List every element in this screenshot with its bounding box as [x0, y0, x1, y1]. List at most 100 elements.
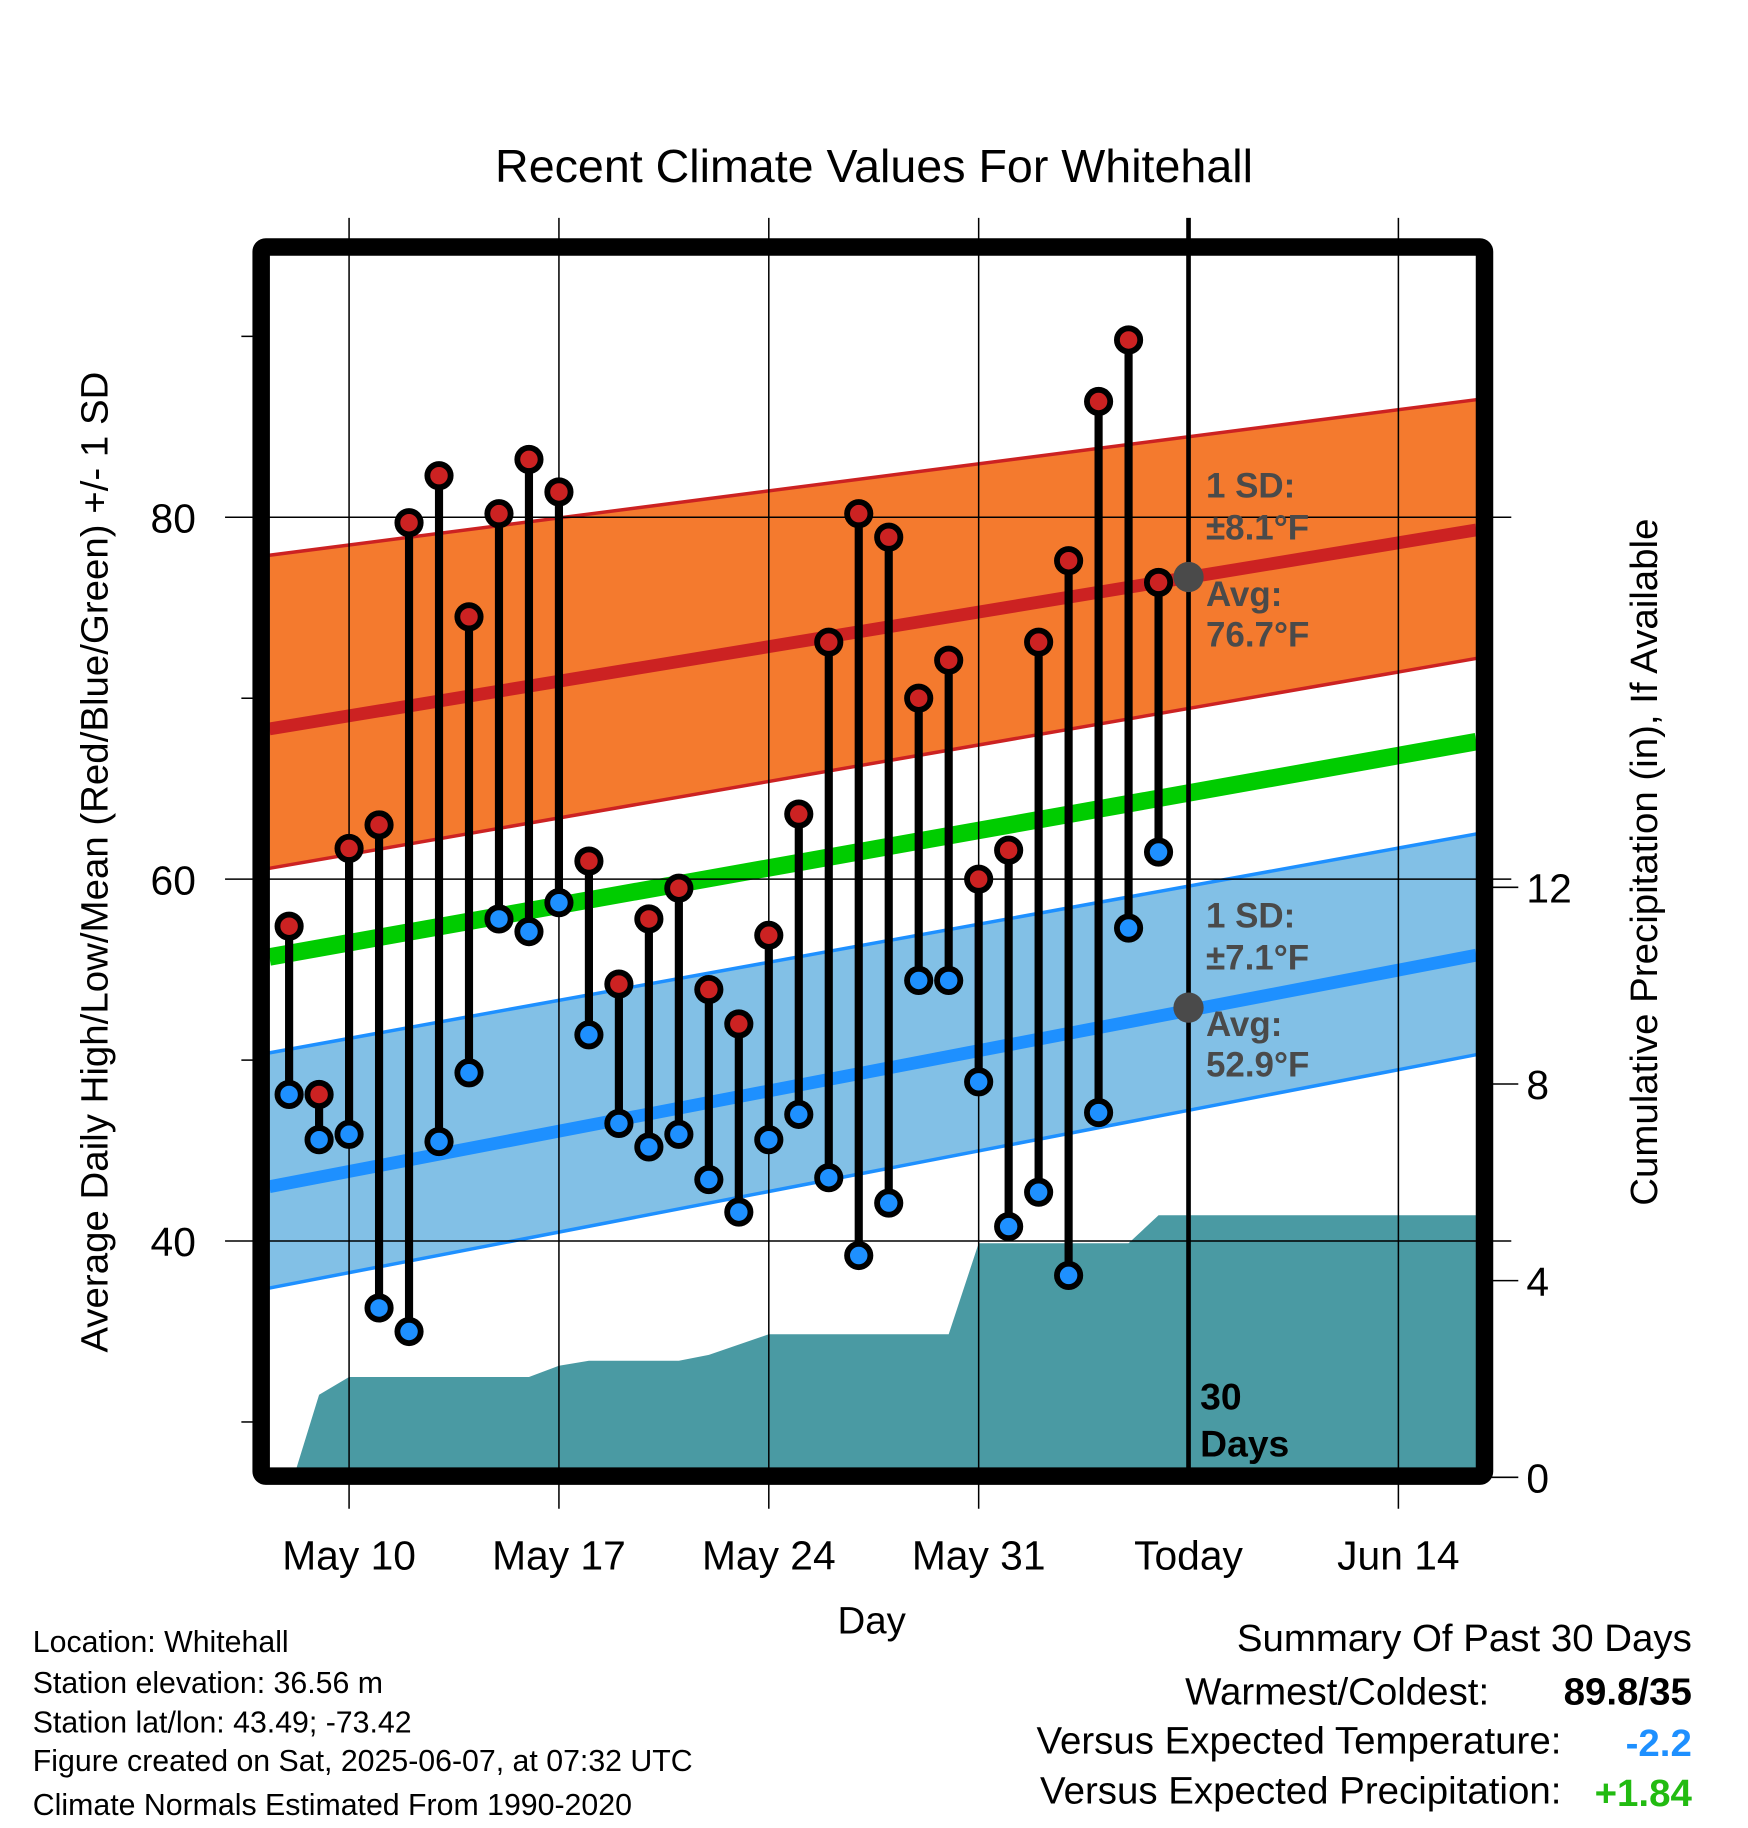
- summary-precip-value: +1.84: [1595, 1772, 1693, 1815]
- low-sd-value: ±7.1°F: [1206, 938, 1309, 977]
- daily-low-point: [1114, 913, 1144, 943]
- daily-high-point: [1024, 627, 1054, 657]
- daily-low-point: [634, 1132, 664, 1162]
- high-sd-label: 1 SD:: [1206, 466, 1295, 505]
- plot-area: 0 4 8 12 40 60 80 May 10 May 17 May 24 May 31 Today…: [151, 217, 1572, 1578]
- x-tick-label: May 10: [282, 1532, 416, 1578]
- x-tick-label: May 31: [912, 1532, 1046, 1578]
- daily-high-point: [334, 833, 364, 863]
- daily-low-point: [724, 1197, 754, 1227]
- low-avg-value: 52.9°F: [1206, 1046, 1309, 1085]
- days-window-label: Days: [1200, 1422, 1289, 1464]
- summary-temp-value: -2.2: [1626, 1722, 1692, 1765]
- daily-high-point: [274, 911, 304, 941]
- y-tick-label: 60: [151, 857, 196, 903]
- daily-high-point: [364, 810, 394, 840]
- x-tick-label: May 24: [702, 1532, 836, 1578]
- daily-low-point: [1084, 1098, 1114, 1128]
- daily-low-point: [394, 1316, 424, 1347]
- x-tick-label: Jun 14: [1337, 1532, 1459, 1578]
- y-tick-label: 40: [151, 1219, 196, 1265]
- low-sd-label: 1 SD:: [1206, 896, 1295, 935]
- daily-high-point: [724, 1009, 754, 1039]
- daily-high-point: [994, 835, 1024, 865]
- daily-low-point: [1143, 837, 1174, 867]
- daily-high-point: [394, 508, 424, 538]
- daily-low-point: [604, 1108, 634, 1138]
- today-high-normal-marker: [1173, 561, 1204, 593]
- low-lower-line: [269, 1052, 1477, 1290]
- daily-high-point: [814, 627, 844, 657]
- daily-high-point: [574, 846, 604, 876]
- daily-high-point: [1114, 325, 1144, 355]
- high-upper-line: [269, 397, 1477, 558]
- daily-low-point: [904, 965, 934, 996]
- y2-tick-label: 4: [1526, 1259, 1549, 1305]
- summary-warmest-value: 89.8/35: [1564, 1671, 1692, 1714]
- summary-panel: Summary Of Past 30 Days Warmest/Coldest:…: [1036, 1617, 1692, 1815]
- daily-high-point: [664, 873, 694, 903]
- summary-temp-label: Versus Expected Temperature:: [1036, 1719, 1561, 1762]
- daily-low-point: [334, 1119, 364, 1149]
- daily-low-point: [514, 917, 544, 947]
- daily-low-point: [844, 1240, 874, 1271]
- y2-tick-label: 12: [1526, 865, 1571, 911]
- chart-title: Recent Climate Values For Whitehall: [495, 140, 1253, 192]
- daily-high-point: [904, 683, 934, 713]
- daily-high-point: [424, 461, 454, 491]
- daily-low-point: [424, 1126, 454, 1157]
- daily-high-point: [454, 602, 484, 632]
- daily-low-point: [784, 1099, 814, 1129]
- footer-created: Figure created on Sat, 2025-06-07, at 07…: [33, 1745, 693, 1778]
- daily-high-point: [604, 969, 634, 999]
- summary-warmest-label: Warmest/Coldest:: [1185, 1671, 1489, 1714]
- y2-tick-label: 0: [1526, 1455, 1549, 1501]
- summary-precip-label: Versus Expected Precipitation:: [1040, 1770, 1561, 1813]
- plot-frame: [252, 238, 1494, 1485]
- x-axis-label: Day: [837, 1599, 906, 1642]
- daily-high-point: [1143, 567, 1174, 597]
- daily-low-point: [664, 1119, 694, 1149]
- daily-low-point: [994, 1211, 1024, 1242]
- today-low-normal-marker: [1173, 992, 1204, 1023]
- low-avg-label: Avg:: [1206, 1005, 1282, 1044]
- daily-low-point: [1054, 1260, 1084, 1290]
- daily-high-point: [634, 904, 664, 934]
- y2-axis-label: Cumulative Precipitation (in), If Availa…: [1623, 519, 1666, 1206]
- daily-high-point: [964, 864, 994, 894]
- daily-high-point: [544, 477, 574, 507]
- summary-title: Summary Of Past 30 Days: [1237, 1617, 1692, 1660]
- footer-info: Location: Whitehall Station elevation: 3…: [33, 1626, 693, 1822]
- daily-high-point: [514, 444, 544, 474]
- precip-area: [296, 1215, 1477, 1468]
- low-sd-band: [269, 833, 1477, 1289]
- daily-high-point: [694, 974, 724, 1005]
- daily-high-point: [304, 1079, 334, 1110]
- footer-location: Location: Whitehall: [33, 1626, 289, 1659]
- daily-high-point: [874, 522, 904, 552]
- y-axis-label: Average Daily High/Low/Mean (Red/Blue/Gr…: [73, 372, 116, 1353]
- high-avg-label: Avg:: [1206, 575, 1282, 614]
- daily-high-point: [844, 499, 874, 529]
- daily-high-point: [934, 645, 964, 675]
- footer-normals: Climate Normals Estimated From 1990-2020: [33, 1789, 632, 1822]
- daily-low-point: [574, 1020, 604, 1050]
- daily-low-point: [364, 1293, 394, 1323]
- daily-low-point: [274, 1079, 304, 1110]
- daily-low-point: [964, 1067, 994, 1097]
- high-avg-value: 76.7°F: [1206, 616, 1309, 655]
- daily-high-point: [754, 920, 784, 950]
- daily-low-point: [934, 965, 964, 996]
- high-sd-value: ±8.1°F: [1206, 508, 1309, 547]
- days-window-label: 30: [1200, 1376, 1241, 1418]
- daily-high-point: [484, 499, 514, 529]
- daily-low-point: [694, 1164, 724, 1195]
- x-tick-label: May 17: [492, 1532, 626, 1578]
- daily-low-point: [454, 1058, 484, 1088]
- footer-latlon: Station lat/lon: 43.49; -73.42: [33, 1706, 412, 1739]
- daily-low-point: [484, 904, 514, 934]
- footer-elevation: Station elevation: 36.56 m: [33, 1667, 383, 1700]
- daily-low-point: [544, 888, 574, 918]
- normal-low-line: [269, 948, 1477, 1194]
